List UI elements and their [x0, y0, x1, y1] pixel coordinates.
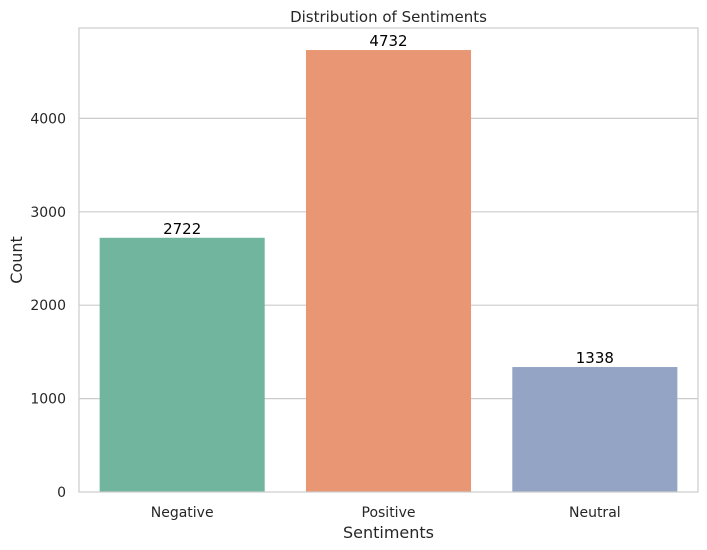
bar-positive	[305, 50, 472, 492]
bar-value-labels: 2722 4732 1338	[163, 32, 614, 367]
x-axis-ticks: Negative Positive Neutral	[151, 505, 621, 521]
chart-title: Distribution of Sentiments	[290, 8, 487, 26]
x-tick-label: Neutral	[569, 505, 621, 521]
bar-neutral	[512, 367, 678, 492]
y-axis-title: Count	[7, 236, 26, 284]
data-label: 2722	[163, 220, 201, 238]
bar-negative	[99, 237, 265, 492]
y-axis-ticks: 0 1000 2000 3000 4000	[30, 111, 66, 501]
x-tick-label: Negative	[151, 505, 214, 521]
y-tick-label: 4000	[30, 111, 66, 127]
y-tick-label: 3000	[30, 205, 66, 221]
data-label: 1338	[576, 349, 614, 367]
x-axis-title: Sentiments	[343, 523, 434, 542]
y-tick-label: 0	[57, 485, 66, 501]
x-tick-label: Positive	[362, 505, 416, 521]
bars	[99, 50, 678, 492]
y-tick-label: 2000	[30, 298, 66, 314]
y-tick-label: 1000	[30, 392, 66, 408]
plot-frame	[78, 27, 699, 493]
data-label: 4732	[369, 32, 407, 50]
